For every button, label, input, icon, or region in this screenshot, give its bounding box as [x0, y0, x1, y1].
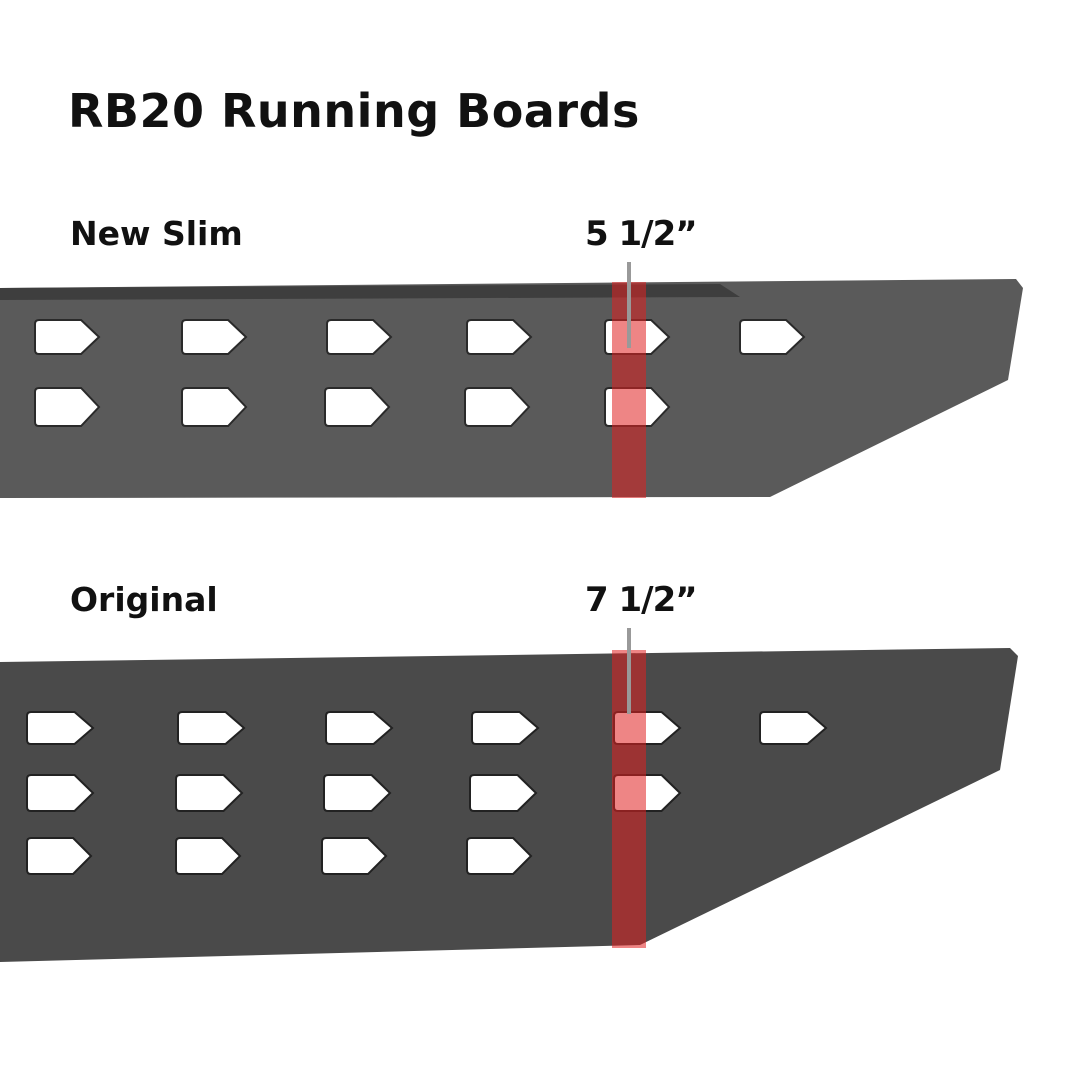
cutout-hole [34, 319, 101, 355]
cutout-hole [464, 387, 531, 427]
cutout-hole [175, 774, 244, 812]
new-slim-board [0, 262, 1023, 498]
cutout-hole [177, 711, 246, 745]
width-label-new-slim: 5 1/2” [585, 214, 698, 254]
cutout-hole [759, 711, 828, 745]
cutout-hole [26, 711, 95, 745]
cutout-hole [323, 774, 392, 812]
board-label-new-slim: New Slim [70, 214, 243, 253]
page-title: RB20 Running Boards [68, 84, 640, 138]
cutout-hole [181, 319, 248, 355]
cutout-hole [321, 837, 388, 875]
cutout-hole [326, 319, 393, 355]
cutout-hole [175, 837, 242, 875]
board-label-original: Original [70, 580, 218, 619]
original-board [0, 628, 1018, 962]
cutout-hole [181, 387, 248, 427]
cutout-hole [469, 774, 538, 812]
cutout-hole [34, 387, 101, 427]
cutout-hole [739, 319, 806, 355]
cutout-hole [26, 774, 95, 812]
cutout-hole [325, 711, 394, 745]
cutout-hole [324, 387, 391, 427]
cutout-hole [471, 711, 540, 745]
cutout-hole [466, 837, 533, 875]
cutout-hole [466, 319, 533, 355]
cutout-hole [26, 837, 93, 875]
width-label-original: 7 1/2” [585, 580, 698, 620]
